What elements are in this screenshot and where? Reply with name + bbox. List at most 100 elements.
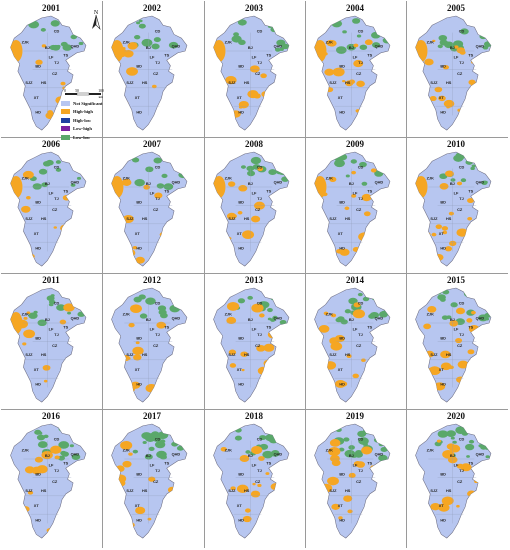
low-low-cluster — [246, 165, 255, 172]
city-label-qhd: QHD — [274, 44, 283, 48]
city-label-xt: XT — [338, 232, 344, 236]
low-low-cluster — [69, 293, 79, 300]
high-high-cluster — [342, 79, 346, 83]
city-label-cd: CD — [257, 30, 263, 34]
city-label-sjz: SJZ — [228, 353, 236, 357]
high-high-cluster — [115, 465, 125, 472]
city-label-tj: TJ — [358, 61, 363, 65]
city-label-lf: LF — [353, 463, 358, 467]
high-high-cluster — [344, 206, 350, 211]
high-high-cluster — [263, 343, 275, 352]
city-label-lf: LF — [454, 327, 459, 331]
low-low-cluster — [481, 154, 491, 162]
high-high-cluster — [267, 331, 278, 339]
panel-year-label: 2009 — [346, 139, 364, 149]
low-low-cluster — [279, 47, 284, 51]
low-low-cluster — [379, 311, 389, 318]
city-label-tj: TJ — [358, 469, 363, 473]
high-high-cluster — [68, 248, 73, 252]
city-label-sjz: SJZ — [126, 217, 134, 221]
city-label-sjz: SJZ — [126, 81, 134, 85]
low-low-cluster — [245, 450, 251, 454]
high-high-cluster — [466, 318, 473, 323]
low-low-cluster — [159, 454, 167, 460]
map-panel-2003: 2003 ZJK CD QHD BJ TS LF TJ BD CZ SJZ HS XT HD — [204, 1, 304, 137]
city-label-qhd: QHD — [71, 44, 80, 48]
low-low-cluster — [359, 44, 368, 50]
low-low-cluster — [274, 298, 282, 305]
city-label-qhd: QHD — [172, 180, 181, 184]
high-high-cluster — [358, 310, 362, 313]
high-high-cluster — [167, 486, 177, 494]
legend-item: Low-high — [61, 125, 109, 134]
city-label-zjk: ZJK — [22, 41, 30, 45]
low-low-cluster — [342, 30, 347, 34]
city-label-sjz: SJZ — [329, 81, 337, 85]
city-label-bd: BD — [440, 337, 446, 341]
city-label-zjk: ZJK — [225, 41, 233, 45]
high-high-cluster — [443, 99, 455, 108]
city-label-xt: XT — [439, 504, 445, 508]
low-low-cluster — [178, 171, 187, 179]
high-high-cluster — [67, 389, 76, 397]
city-label-cd: CD — [459, 302, 465, 306]
high-high-cluster — [346, 354, 352, 359]
low-low-cluster — [55, 168, 62, 172]
high-high-cluster — [132, 245, 138, 250]
region-not-significant — [213, 287, 290, 403]
city-label-cd: CD — [459, 30, 465, 34]
high-high-cluster — [448, 365, 454, 370]
high-high-cluster — [472, 327, 478, 332]
low-low-cluster — [66, 294, 71, 297]
low-low-cluster — [382, 167, 390, 175]
city-label-hd: HD — [35, 111, 41, 115]
high-high-cluster — [441, 226, 449, 231]
scale-tick-label: 50 — [75, 89, 79, 93]
low-low-cluster — [277, 167, 289, 176]
legend-swatch — [61, 134, 70, 140]
city-label-cz: CZ — [255, 208, 261, 212]
low-low-cluster — [267, 25, 273, 29]
high-high-cluster — [438, 95, 446, 102]
high-high-cluster — [26, 311, 31, 315]
high-high-cluster — [427, 306, 437, 313]
panel-year-label: 2007 — [143, 139, 161, 149]
high-high-cluster — [343, 495, 353, 502]
high-high-cluster — [331, 503, 340, 510]
high-high-cluster — [263, 359, 274, 368]
high-high-cluster — [126, 115, 132, 119]
high-high-cluster — [132, 346, 144, 355]
low-low-cluster — [74, 424, 85, 432]
region-not-significant — [415, 15, 492, 131]
city-label-hs: HS — [244, 217, 250, 221]
low-low-cluster — [481, 180, 488, 185]
high-high-cluster — [238, 100, 249, 109]
low-low-cluster — [367, 291, 374, 296]
high-high-cluster — [455, 337, 463, 344]
low-low-cluster — [450, 302, 458, 308]
panel-year-label: 2006 — [42, 139, 60, 149]
city-label-hs: HS — [345, 217, 351, 221]
high-high-cluster — [467, 216, 473, 221]
map-panel-2007: 2007 ZJK CD QHD BJ TS LF TJ BD CZ SJZ HS XT HD — [102, 137, 202, 273]
city-label-sjz: SJZ — [329, 217, 337, 221]
low-low-cluster — [138, 23, 146, 29]
city-label-qhd: QHD — [71, 180, 80, 184]
city-label-ts: TS — [63, 326, 68, 330]
high-high-cluster — [445, 170, 454, 177]
high-high-cluster — [135, 506, 146, 515]
low-low-cluster — [65, 293, 74, 299]
high-high-cluster — [338, 516, 343, 520]
high-high-cluster — [356, 461, 366, 468]
high-high-cluster — [10, 39, 23, 63]
map-panel-2015: 2015 ZJK CD QHD BJ TS LF TJ BD CZ SJZ HS XT HD — [406, 273, 506, 409]
high-high-cluster — [251, 215, 261, 223]
city-label-xt: XT — [135, 96, 141, 100]
city-label-bj: BJ — [248, 182, 253, 186]
low-low-cluster — [157, 305, 167, 312]
city-label-cz: CZ — [457, 72, 463, 76]
low-low-cluster — [484, 317, 490, 321]
region-not-significant — [10, 287, 87, 403]
city-label-zjk: ZJK — [123, 313, 131, 317]
